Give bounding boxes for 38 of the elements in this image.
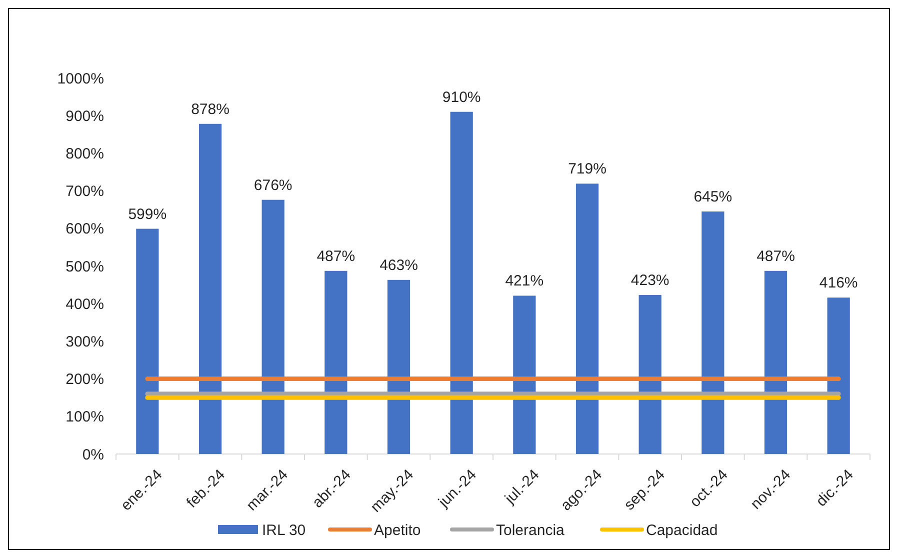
bar xyxy=(450,112,473,454)
data-label: 878% xyxy=(191,100,230,118)
data-label: 487% xyxy=(756,248,795,265)
bar xyxy=(387,280,410,454)
legend-label: Tolerancia xyxy=(496,522,566,539)
y-tick-label: 400% xyxy=(66,296,104,313)
bar xyxy=(702,211,724,454)
data-label: 423% xyxy=(630,272,670,289)
bar xyxy=(827,298,850,454)
data-label: 645% xyxy=(694,188,732,206)
data-label: 416% xyxy=(819,274,858,292)
legend-label: Capacidad xyxy=(646,522,718,539)
bar xyxy=(324,270,348,454)
y-tick-label: 1000% xyxy=(57,70,104,88)
data-label: 463% xyxy=(380,256,418,274)
y-tick-label: 700% xyxy=(66,183,104,200)
bar xyxy=(638,294,662,454)
y-tick-label: 800% xyxy=(66,145,104,162)
y-tick-label: 900% xyxy=(66,108,104,125)
legend-label: Apetito xyxy=(374,522,421,539)
data-label: 421% xyxy=(505,272,544,290)
data-label: 719% xyxy=(568,160,606,178)
bar xyxy=(198,124,222,454)
bar xyxy=(764,270,788,454)
y-tick-label: 600% xyxy=(66,220,104,238)
y-tick-label: 100% xyxy=(66,408,104,426)
y-tick-label: 300% xyxy=(66,333,104,350)
data-label: 487% xyxy=(316,248,356,265)
legend-label: IRL 30 xyxy=(262,522,306,539)
data-label: 910% xyxy=(442,88,481,106)
data-label: 599% xyxy=(128,206,167,223)
y-tick-label: 500% xyxy=(66,258,104,276)
y-tick-label: 200% xyxy=(66,371,104,388)
bar xyxy=(262,200,284,454)
bar xyxy=(576,184,599,454)
data-label: 676% xyxy=(254,176,292,194)
y-tick-label: 0% xyxy=(82,446,104,464)
bar xyxy=(136,228,159,454)
